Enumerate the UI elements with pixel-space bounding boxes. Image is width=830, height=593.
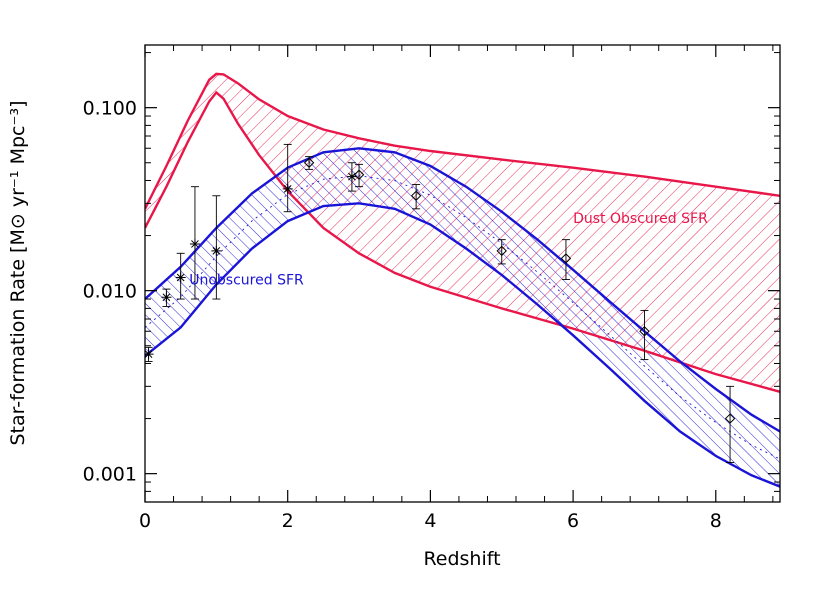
- plot-area: [145, 72, 780, 488]
- data-point-6: [303, 156, 315, 170]
- x-tick-label: 8: [710, 510, 722, 532]
- annotation-1: Unobscured SFR: [189, 273, 304, 289]
- x-tick-label: 6: [567, 510, 579, 532]
- band-lower-line-1: [145, 202, 780, 488]
- annotation-0: Dust Obscured SFR: [573, 211, 708, 227]
- data-point-11: [560, 239, 572, 281]
- unobscured-midline: [145, 175, 780, 460]
- data-point-7: [346, 162, 357, 192]
- axes: 0 2 4 6 8 0.001 0.010 0.100: [83, 44, 781, 532]
- y-axis-label: Star-formation Rate [M⊙ yr⁻¹ Mpc⁻³]: [7, 100, 29, 445]
- data-point-4: [211, 195, 222, 300]
- axes-frame: [144, 44, 781, 503]
- data-point-10: [496, 239, 507, 265]
- data-point-9: [410, 184, 422, 210]
- y-tick-label: 0.010: [83, 281, 137, 303]
- x-tick-label: 4: [424, 510, 436, 532]
- band-upper-line-0: [145, 72, 780, 210]
- data-point-1: [161, 288, 172, 307]
- data-point-2: [175, 252, 186, 300]
- x-tick-label: 2: [282, 510, 294, 532]
- data-point-8: [353, 163, 365, 188]
- x-axis-label: Redshift: [423, 548, 500, 570]
- band-upper-line-1: [145, 147, 780, 433]
- data-point-5: [282, 143, 293, 213]
- data-point-3: [189, 186, 200, 300]
- y-tick-label: 0.001: [83, 464, 137, 486]
- band-lower-line-0: [145, 90, 780, 393]
- x-tick-label: 0: [139, 510, 151, 532]
- band-fill-1: [145, 148, 780, 487]
- data-point-13: [724, 385, 736, 463]
- y-tick-label: 0.100: [83, 98, 137, 120]
- data-point-12: [639, 309, 650, 361]
- data-point-0: [145, 346, 154, 362]
